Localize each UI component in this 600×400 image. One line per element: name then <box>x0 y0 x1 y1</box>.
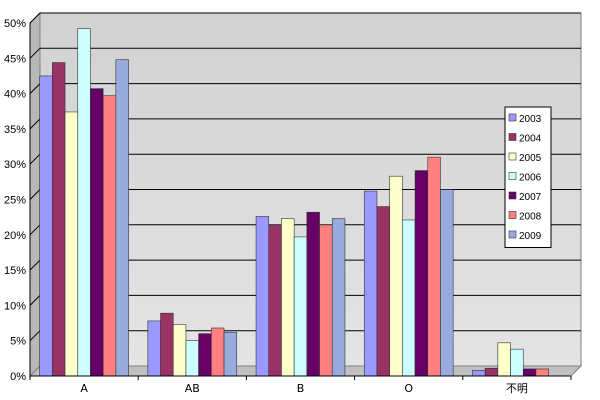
legend-swatch <box>508 172 517 180</box>
bar <box>376 206 390 377</box>
legend-swatch <box>508 152 517 161</box>
bar <box>472 370 486 377</box>
bar <box>293 236 308 377</box>
bar-group <box>472 342 549 377</box>
gridline-depth <box>29 259 41 271</box>
gridline-depth <box>29 330 41 342</box>
gridline-depth <box>29 83 41 94</box>
bar-group <box>39 28 129 377</box>
legend: 2003 2004 2005 2006 2007 2008 2009 <box>504 106 552 248</box>
bar <box>268 224 282 377</box>
bar <box>39 75 53 377</box>
bar <box>52 62 66 377</box>
bar <box>484 367 499 377</box>
bar <box>281 218 295 377</box>
gridline-depth <box>29 189 41 200</box>
x-axis-categories: A AB B O 不明 <box>29 376 572 395</box>
bar <box>211 327 225 377</box>
bar-group <box>147 312 238 377</box>
legend-label: 2005 <box>519 153 542 164</box>
y-tick-label: 0% <box>10 371 26 383</box>
bar <box>522 368 537 377</box>
y-axis-ticks: 0% 5% 10% 15% 20% 25% 30% 35% 40% 45% 50% <box>4 18 26 383</box>
legend-label: 2003 <box>519 114 542 125</box>
bar-group <box>255 211 346 377</box>
bar <box>427 156 441 377</box>
x-category-label: O <box>404 382 413 395</box>
bar <box>64 111 79 377</box>
bar <box>440 189 454 377</box>
bar <box>102 95 117 377</box>
y-tick-label: 20% <box>4 230 26 242</box>
x-category-label: A <box>80 382 88 395</box>
bar <box>198 333 212 377</box>
legend-label: 2008 <box>519 212 542 223</box>
legend-swatch <box>508 133 517 141</box>
bar <box>363 190 378 377</box>
axes <box>29 23 571 377</box>
bar <box>185 340 199 377</box>
y-tick-label: 25% <box>4 195 26 207</box>
bar <box>510 348 524 377</box>
gridline-depth <box>29 224 41 236</box>
gridline-depth <box>29 295 41 306</box>
bar <box>223 331 238 377</box>
y-tick-label: 5% <box>10 336 26 348</box>
legend-label: 2004 <box>519 134 542 145</box>
y-tick-label: 15% <box>4 265 26 277</box>
bar <box>115 59 129 377</box>
y-tick-label: 35% <box>4 124 26 136</box>
y-tick-label: 40% <box>4 89 26 101</box>
legend-swatch <box>508 211 517 219</box>
bar <box>497 342 511 377</box>
gridline-depth <box>29 118 41 130</box>
bar <box>535 368 549 377</box>
legend-swatch <box>508 230 517 239</box>
legend-swatch <box>508 191 517 200</box>
gridline-depth <box>29 153 41 165</box>
bars <box>39 28 549 377</box>
legend-label: 2006 <box>519 173 542 184</box>
bar <box>90 88 104 377</box>
bar <box>306 211 320 377</box>
y-tick-label: 50% <box>4 18 26 30</box>
x-category-label: AB <box>185 382 200 395</box>
bar <box>255 216 270 377</box>
bar <box>402 219 416 377</box>
bar <box>77 28 91 377</box>
bar-group <box>363 156 454 377</box>
y-tick-label: 45% <box>4 53 26 65</box>
x-category-label: B <box>297 382 305 395</box>
bar <box>319 224 333 377</box>
bar <box>331 218 346 377</box>
y-tick-label: 10% <box>4 300 26 312</box>
legend-swatch <box>508 113 517 122</box>
gridline-depth <box>29 12 41 24</box>
y-tick-label: 30% <box>4 159 26 171</box>
legend-label: 2009 <box>519 231 542 242</box>
bar <box>389 175 403 377</box>
bar <box>414 170 429 377</box>
x-category-label: 不明 <box>506 382 528 395</box>
bar <box>172 324 187 377</box>
bar <box>160 312 174 377</box>
gridline-depth <box>29 47 41 59</box>
legend-label: 2007 <box>519 192 542 203</box>
bar <box>147 320 161 377</box>
